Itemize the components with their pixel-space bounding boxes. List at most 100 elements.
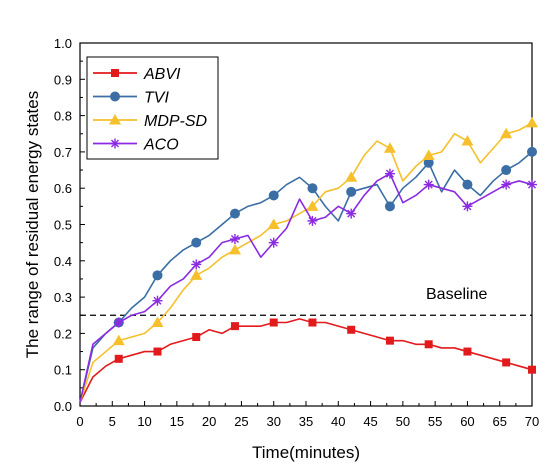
legend-label: ABVI — [143, 66, 181, 83]
y-tick-label: 0.2 — [54, 326, 72, 341]
x-tick-label: 20 — [202, 414, 216, 429]
data-point-marker — [228, 243, 241, 255]
baseline-label: Baseline — [426, 286, 487, 303]
y-tick-label: 0.9 — [54, 72, 72, 87]
y-tick-label: 0.0 — [54, 399, 72, 414]
data-point-marker — [384, 201, 395, 212]
data-point-marker — [110, 138, 120, 149]
x-tick-label: 15 — [170, 414, 184, 429]
data-point-marker — [307, 215, 318, 226]
legend-item: TVI — [93, 90, 169, 107]
y-tick-label: 0.6 — [54, 181, 72, 196]
y-tick-label: 0.4 — [54, 254, 72, 269]
x-tick-label: 35 — [299, 414, 313, 429]
data-point-marker — [384, 168, 395, 179]
x-tick-label: 0 — [76, 414, 83, 429]
legend-label: MDP-SD — [144, 113, 208, 130]
data-point-marker — [462, 179, 473, 190]
x-tick-label: 30 — [266, 414, 280, 429]
data-point-marker — [152, 295, 163, 306]
series-abvi — [79, 318, 536, 403]
legend-item: MDP-SD — [93, 113, 208, 130]
y-tick-label: 0.3 — [54, 290, 72, 305]
data-point-marker — [109, 114, 121, 125]
data-point-marker — [191, 237, 202, 248]
data-point-marker — [151, 316, 164, 328]
data-point-marker — [112, 334, 125, 346]
legend-item: ACO — [93, 137, 179, 154]
x-tick-label: 5 — [109, 414, 116, 429]
series-group — [79, 116, 538, 403]
data-point-marker — [114, 354, 123, 363]
x-tick-label: 65 — [492, 414, 506, 429]
data-point-marker — [308, 318, 317, 327]
y-tick-label: 0.7 — [54, 145, 72, 160]
data-point-marker — [347, 325, 356, 334]
y-tick-label: 0.5 — [54, 218, 72, 233]
x-tick-label: 40 — [331, 414, 345, 429]
series-tvi — [79, 146, 537, 403]
data-point-marker — [268, 237, 279, 248]
series-line — [79, 151, 533, 403]
data-point-marker — [345, 171, 358, 182]
data-point-marker — [424, 340, 433, 349]
x-tick-label: 70 — [525, 414, 539, 429]
data-point-marker — [190, 269, 203, 280]
data-point-marker — [191, 259, 202, 270]
x-tick-labels: 0 5 10 15 20 25 30 35 40 45 50 55 60 65 70 — [76, 414, 539, 429]
data-point-marker — [268, 190, 279, 201]
x-tick-label: 45 — [363, 414, 377, 429]
x-tick-label: 25 — [234, 414, 248, 429]
data-point-marker — [346, 186, 357, 197]
data-point-marker — [526, 116, 538, 128]
data-point-marker — [461, 135, 474, 146]
data-point-marker — [462, 201, 473, 212]
legend-box — [86, 56, 219, 160]
data-point-marker — [346, 208, 357, 219]
series-line — [79, 122, 533, 403]
series-aco — [79, 168, 537, 403]
data-point-marker — [153, 347, 162, 356]
data-point-marker — [113, 317, 124, 328]
data-point-marker — [463, 347, 472, 356]
x-axis-title: Time(minutes) — [252, 443, 360, 462]
data-point-marker — [230, 322, 239, 331]
series-mdp-sd — [79, 116, 538, 403]
data-point-marker — [527, 179, 537, 190]
data-point-marker — [152, 270, 163, 281]
data-point-marker — [306, 200, 319, 211]
data-point-marker — [111, 69, 119, 77]
data-point-marker — [500, 127, 513, 139]
data-point-marker — [307, 183, 318, 194]
data-point-marker — [110, 91, 120, 102]
y-axis-title: The range of residual energy states — [23, 91, 42, 358]
data-point-marker — [423, 179, 434, 190]
data-point-marker — [501, 165, 512, 176]
y-tick-label: 1.0 — [54, 36, 72, 51]
data-point-marker — [385, 336, 394, 345]
legend-item: ABVI — [93, 66, 181, 83]
x-tick-label: 55 — [428, 414, 442, 429]
data-point-marker — [383, 142, 396, 153]
data-point-marker — [501, 179, 512, 190]
data-point-marker — [192, 333, 201, 342]
x-tick-label: 50 — [396, 414, 410, 429]
data-point-marker — [267, 218, 280, 229]
y-tick-label: 0.1 — [54, 363, 72, 378]
data-point-marker — [423, 157, 434, 168]
data-point-marker — [422, 149, 435, 161]
data-point-marker — [528, 365, 536, 374]
data-point-marker — [527, 146, 537, 157]
legend-label: TVI — [144, 90, 169, 107]
y-tick-label: 0.8 — [54, 109, 72, 124]
data-point-marker — [229, 234, 240, 245]
tick-marks — [79, 42, 533, 407]
y-tick-labels: 0.0 0.1 0.2 0.3 0.4 0.5 0.6 0.7 0.8 0.9 1.0 — [54, 36, 72, 414]
data-point-marker — [502, 358, 511, 367]
x-tick-label: 60 — [460, 414, 474, 429]
legend-label: ACO — [143, 137, 179, 154]
data-point-marker — [229, 208, 240, 219]
legend: ABVI TVI MDP-SD ACO — [86, 56, 219, 160]
data-point-marker — [269, 318, 278, 327]
